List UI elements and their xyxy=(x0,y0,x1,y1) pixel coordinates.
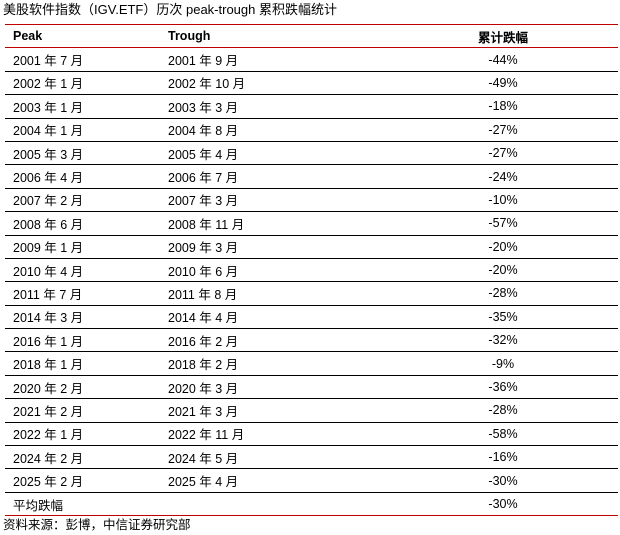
peak-cell: 2002 年 1 月 xyxy=(5,71,168,96)
table-row: 2002 年 1 月 2002 年 10 月 -49% xyxy=(5,71,618,96)
peak-cell: 2003 年 1 月 xyxy=(5,94,168,119)
drawdown-cell: -16% xyxy=(388,445,618,470)
trough-cell: 2004 年 8 月 xyxy=(168,118,388,142)
drawdown-cell: -10% xyxy=(388,188,618,213)
trough-cell: 2002 年 10 月 xyxy=(168,71,388,96)
table-row: 2007 年 2 月 2007 年 3 月 -10% xyxy=(5,188,618,213)
table-row: 2016 年 1 月 2016 年 2 月 -32% xyxy=(5,328,618,353)
trough-cell: 2021 年 3 月 xyxy=(168,398,388,423)
trough-cell: 2010 年 6 月 xyxy=(168,258,388,283)
header-peak: Peak xyxy=(5,23,168,49)
table-row: 2011 年 7 月 2011 年 8 月 -28% xyxy=(5,281,618,306)
trough-cell: 2014 年 4 月 xyxy=(168,305,388,330)
header-drawdown: 累计跌幅 xyxy=(388,23,618,49)
table-row: 2009 年 1 月 2009 年 3 月 -20% xyxy=(5,235,618,259)
table-row: 2025 年 2 月 2025 年 4 月 -30% xyxy=(5,468,618,493)
peak-cell: 2008 年 6 月 xyxy=(5,211,168,236)
average-label: 平均跌幅 xyxy=(5,492,168,517)
trough-cell: 2001 年 9 月 xyxy=(168,47,388,72)
table-row: 2006 年 4 月 2006 年 7 月 -24% xyxy=(5,164,618,189)
table-row: 2010 年 4 月 2010 年 6 月 -20% xyxy=(5,258,618,283)
drawdown-cell: -20% xyxy=(388,258,618,283)
table-row: 2021 年 2 月 2021 年 3 月 -28% xyxy=(5,398,618,423)
table-row: 2003 年 1 月 2003 年 3 月 -18% xyxy=(5,94,618,119)
peak-cell: 2010 年 4 月 xyxy=(5,258,168,283)
table-row: 2008 年 6 月 2008 年 11 月 -57% xyxy=(5,211,618,236)
table-row: 2024 年 2 月 2024 年 5 月 -16% xyxy=(5,445,618,470)
source-note: 资料来源：彭博，中信证券研究部 xyxy=(3,518,191,532)
trough-cell: 2007 年 3 月 xyxy=(168,188,388,213)
trough-cell: 2020 年 3 月 xyxy=(168,375,388,400)
peak-cell: 2021 年 2 月 xyxy=(5,398,168,423)
table-row: 2018 年 1 月 2018 年 2 月 -9% xyxy=(5,351,618,376)
peak-cell: 2004 年 1 月 xyxy=(5,118,168,142)
drawdown-cell: -30% xyxy=(388,468,618,493)
header-row: Peak Trough 累计跌幅 xyxy=(5,23,618,49)
peak-cell: 2001 年 7 月 xyxy=(5,47,168,72)
empty-cell xyxy=(168,492,388,517)
trough-cell: 2003 年 3 月 xyxy=(168,94,388,119)
drawdown-cell: -20% xyxy=(388,235,618,259)
peak-cell: 2009 年 1 月 xyxy=(5,235,168,259)
table-row: 2020 年 2 月 2020 年 3 月 -36% xyxy=(5,375,618,400)
peak-cell: 2006 年 4 月 xyxy=(5,164,168,189)
table-row: 2022 年 1 月 2022 年 11 月 -58% xyxy=(5,422,618,447)
drawdown-table: Peak Trough 累计跌幅 2001 年 7 月 2001 年 9 月 -44… xyxy=(5,23,618,517)
trough-cell: 2018 年 2 月 xyxy=(168,351,388,376)
peak-cell: 2025 年 2 月 xyxy=(5,468,168,493)
trough-cell: 2022 年 11 月 xyxy=(168,422,388,447)
trough-cell: 2024 年 5 月 xyxy=(168,445,388,470)
peak-cell: 2016 年 1 月 xyxy=(5,328,168,353)
table-row: 2004 年 1 月 2004 年 8 月 -27% xyxy=(5,118,618,142)
peak-cell: 2014 年 3 月 xyxy=(5,305,168,330)
drawdown-cell: -32% xyxy=(388,328,618,353)
drawdown-cell: -24% xyxy=(388,164,618,189)
peak-cell: 2018 年 1 月 xyxy=(5,351,168,376)
table-title: 美股软件指数（IGV.ETF）历次 peak-trough 累积跌幅统计 xyxy=(3,2,337,17)
header-trough: Trough xyxy=(168,23,388,49)
peak-cell: 2024 年 2 月 xyxy=(5,445,168,470)
table-row: 2005 年 3 月 2005 年 4 月 -27% xyxy=(5,141,618,166)
average-row: 平均跌幅 -30% xyxy=(5,492,618,517)
trough-cell: 2025 年 4 月 xyxy=(168,468,388,493)
trough-cell: 2006 年 7 月 xyxy=(168,164,388,189)
drawdown-cell: -9% xyxy=(388,351,618,376)
table-row: 2014 年 3 月 2014 年 4 月 -35% xyxy=(5,305,618,330)
drawdown-cell: -57% xyxy=(388,211,618,236)
drawdown-cell: -58% xyxy=(388,422,618,447)
peak-cell: 2011 年 7 月 xyxy=(5,281,168,306)
drawdown-cell: -28% xyxy=(388,398,618,423)
trough-cell: 2016 年 2 月 xyxy=(168,328,388,353)
table-row: 2001 年 7 月 2001 年 9 月 -44% xyxy=(5,47,618,72)
drawdown-cell: -44% xyxy=(388,47,618,72)
peak-cell: 2005 年 3 月 xyxy=(5,141,168,166)
peak-cell: 2020 年 2 月 xyxy=(5,375,168,400)
drawdown-cell: -18% xyxy=(388,94,618,119)
drawdown-cell: -27% xyxy=(388,141,618,166)
drawdown-cell: -28% xyxy=(388,281,618,306)
peak-cell: 2022 年 1 月 xyxy=(5,422,168,447)
trough-cell: 2005 年 4 月 xyxy=(168,141,388,166)
drawdown-cell: -35% xyxy=(388,305,618,330)
drawdown-cell: -27% xyxy=(388,118,618,142)
average-value: -30% xyxy=(388,492,618,517)
trough-cell: 2008 年 11 月 xyxy=(168,211,388,236)
drawdown-cell: -49% xyxy=(388,71,618,96)
trough-cell: 2009 年 3 月 xyxy=(168,235,388,259)
drawdown-cell: -36% xyxy=(388,375,618,400)
trough-cell: 2011 年 8 月 xyxy=(168,281,388,306)
peak-cell: 2007 年 2 月 xyxy=(5,188,168,213)
